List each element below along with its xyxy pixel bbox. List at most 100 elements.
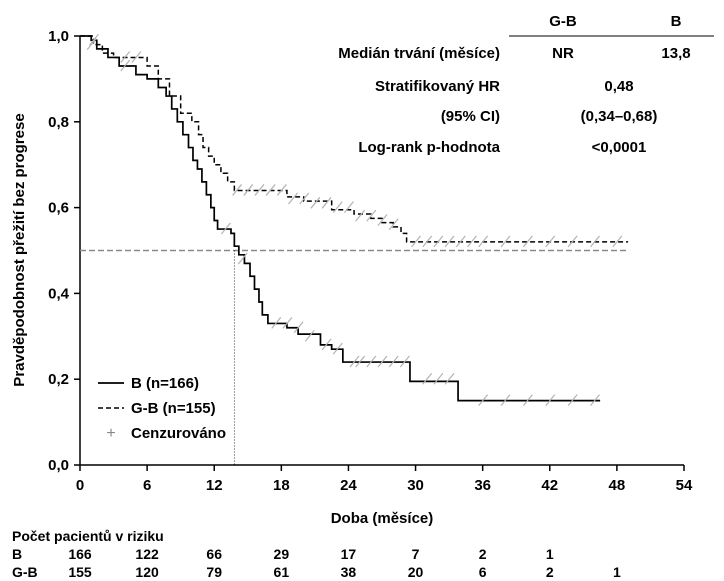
x-tick-label: 30 [407, 477, 424, 494]
x-ticks: 0 6 12 18 24 30 36 42 48 54 [76, 465, 693, 494]
stats-col-gb: G-B [549, 13, 577, 30]
y-tick-label: 0,0 [48, 457, 69, 474]
at-risk-value: 66 [206, 546, 222, 562]
censor-mark-gb [243, 184, 254, 196]
censor-mark-gb [467, 235, 477, 248]
legend-label-b: B (n=166) [131, 375, 199, 392]
series-line-b [80, 35, 601, 402]
legend-label-gb: G-B (n=155) [131, 400, 216, 417]
censor-mark-b [88, 33, 99, 46]
y-tick-label: 0,8 [48, 114, 69, 131]
at-risk-value: 20 [408, 564, 424, 580]
censor-mark-b [399, 355, 410, 368]
x-tick-label: 36 [474, 477, 491, 494]
censor-mark-gb [355, 209, 366, 222]
at-risk-value: 2 [546, 564, 554, 580]
stats-row-hr-value: 0,48 [604, 78, 633, 95]
x-tick-label: 42 [541, 477, 558, 494]
censor-mark-b [377, 355, 388, 368]
censor-mark-b [433, 372, 444, 385]
censor-mark-gb [299, 192, 310, 205]
censor-mark-gb [411, 235, 422, 248]
stats-row-median-label: Medián trvání (měsíce) [338, 45, 500, 62]
censor-mark-b [545, 394, 556, 407]
at-risk-row-label-b: B [12, 546, 22, 562]
stats-row-pvalue-label: Log-rank p-hodnota [358, 139, 500, 156]
at-risk-value: 17 [341, 546, 357, 562]
stats-row-pvalue-value: <0,0001 [592, 139, 647, 156]
censor-mark-b [478, 394, 489, 407]
censor-mark-gb [131, 51, 142, 63]
at-risk-value: 61 [274, 564, 290, 580]
at-risk-value: 1 [613, 564, 621, 580]
censor-mark-gb [232, 184, 243, 196]
censor-mark-b [293, 321, 304, 334]
at-risk-value: 2 [479, 546, 487, 562]
censor-mark-gb [332, 201, 343, 213]
censor-mark-b [355, 355, 366, 368]
x-tick-label: 18 [273, 477, 290, 494]
censor-mark-gb [366, 209, 377, 222]
censor-mark-b [321, 338, 332, 351]
censor-mark-b [220, 222, 231, 235]
x-tick-label: 54 [676, 477, 693, 494]
censor-mark-b [304, 329, 315, 342]
censor-mark-b [237, 252, 248, 265]
y-axis-label: Pravděpodobnost přežití bez progrese [11, 113, 28, 386]
censor-mark-gb [343, 201, 354, 213]
censor-mark-gb [310, 196, 321, 209]
at-risk-value: 79 [206, 564, 222, 580]
censor-mark-gb [612, 235, 623, 248]
at-risk-value: 29 [274, 546, 290, 562]
censor-mark-b [590, 394, 600, 407]
at-risk-value: 6 [479, 564, 487, 580]
at-risk-value: 166 [68, 546, 92, 562]
x-tick-label: 0 [76, 477, 84, 494]
censor-mark-gb [590, 235, 600, 248]
at-risk-value: 38 [341, 564, 357, 580]
median-reference-lines [80, 249, 629, 465]
censor-mark-gb [86, 38, 97, 50]
censor-mark-gb [288, 192, 298, 205]
stats-row-median-b: 13,8 [661, 45, 690, 62]
at-risk-value: 120 [135, 564, 159, 580]
at-risk-title: Počet pacientů v riziku [12, 528, 164, 544]
censor-mark-b [567, 394, 578, 407]
at-risk-row-label-gb: G-B [12, 564, 38, 580]
y-tick-label: 0,6 [48, 200, 69, 217]
censor-mark-b [349, 355, 360, 368]
censor-mark-gb [522, 235, 533, 248]
censor-mark-gb [377, 214, 388, 226]
legend-label-censored: Cenzurováno [131, 425, 226, 442]
censor-mark-gb [276, 184, 287, 196]
y-tick-label: 0,4 [48, 285, 70, 302]
at-risk-value: 155 [68, 564, 92, 580]
censor-marks [86, 33, 623, 407]
stats-row-ci-value: (0,34–0,68) [581, 108, 658, 125]
censor-mark-b [422, 372, 433, 385]
censor-mark-gb [265, 184, 276, 196]
legend-censor-marker: + [106, 425, 115, 442]
censor-mark-gb [388, 218, 399, 231]
censor-mark-gb [567, 235, 578, 248]
censor-mark-b [271, 317, 282, 329]
censor-mark-b [366, 355, 377, 368]
survival-curves [80, 35, 629, 402]
censor-mark-gb [545, 235, 556, 248]
y-tick-label: 1,0 [48, 28, 69, 45]
censor-mark-gb [433, 235, 444, 248]
x-tick-label: 48 [609, 477, 626, 494]
censor-mark-gb [478, 235, 489, 248]
stats-row-hr-label: Stratifikovaný HR [375, 78, 500, 95]
censor-mark-b [282, 317, 293, 329]
x-tick-label: 6 [143, 477, 151, 494]
censor-mark-b [522, 394, 533, 407]
at-risk-value: 122 [135, 546, 159, 562]
x-tick-label: 24 [340, 477, 357, 494]
censor-mark-gb [500, 235, 511, 248]
censor-mark-b [332, 342, 343, 355]
censor-mark-gb [321, 196, 332, 209]
stats-col-b: B [671, 13, 682, 30]
stats-table: G-B B Medián trvání (měsíce) NR 13,8 Str… [338, 13, 714, 156]
